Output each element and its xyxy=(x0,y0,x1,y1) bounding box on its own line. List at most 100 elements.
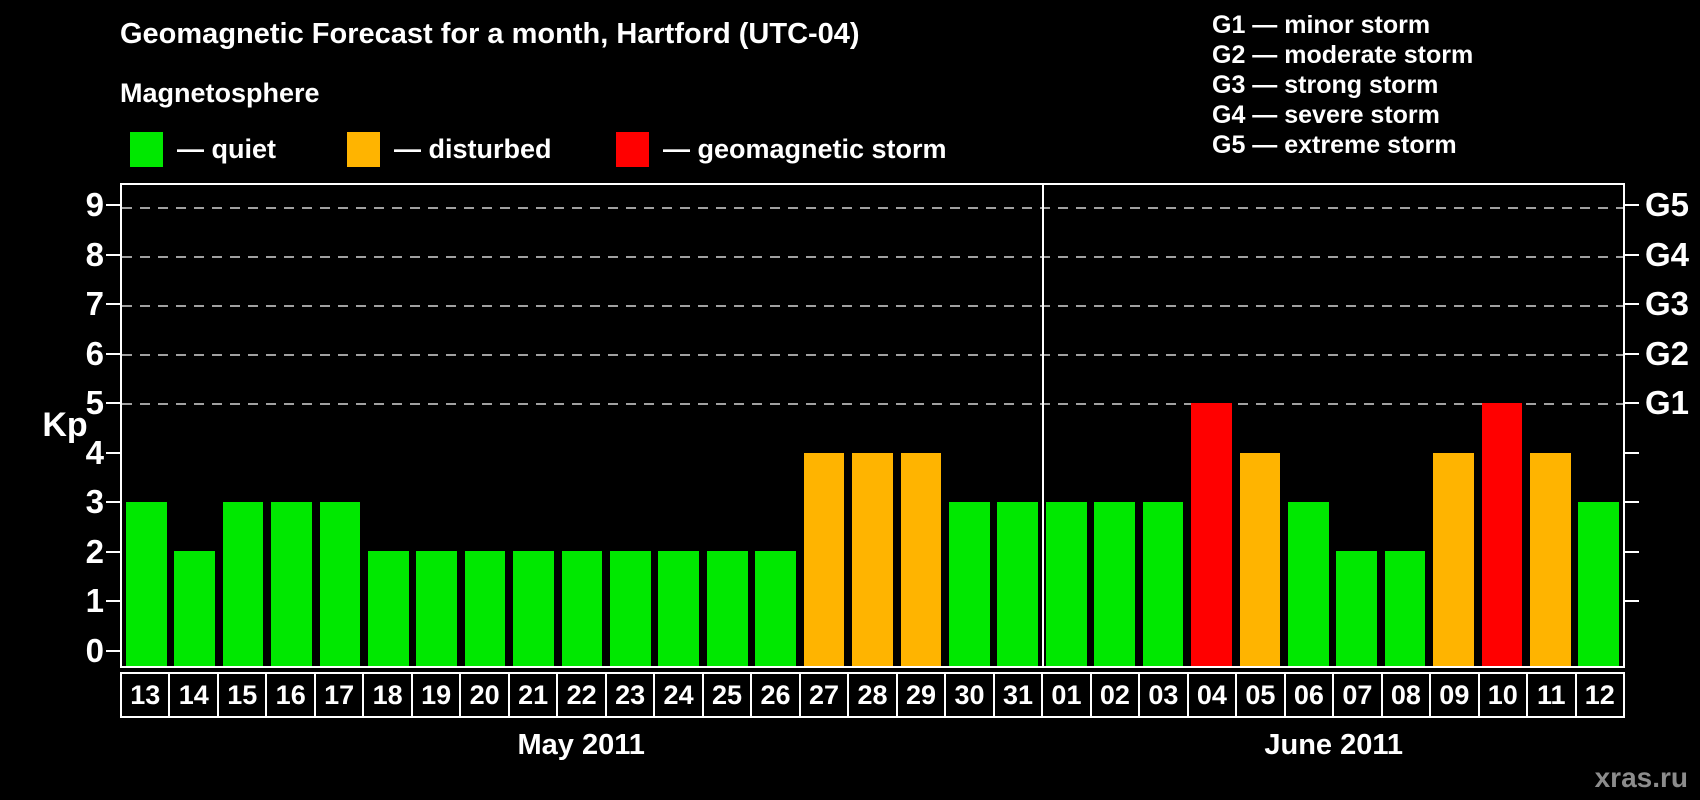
day-label-05: 05 xyxy=(1235,672,1286,718)
day-label-28: 28 xyxy=(847,672,898,718)
bar-day-19 xyxy=(416,550,458,666)
y-axis-tick-6 xyxy=(106,352,120,355)
y-axis-tick-2 xyxy=(106,550,120,553)
day-axis-row: 13 14 15 16 17 18 19 20 21 22 23 24 25 26 27 28 29 30 31 01… xyxy=(120,672,1626,718)
plot-area xyxy=(120,183,1625,668)
y-axis-label-7: 7 xyxy=(85,285,104,323)
day-label-15: 15 xyxy=(216,672,268,718)
bar-day-21 xyxy=(513,550,554,666)
g-axis-tick-6 xyxy=(1625,352,1639,355)
day-label-29: 29 xyxy=(895,672,947,718)
bar-day-07 xyxy=(1336,550,1378,666)
bar-day-20 xyxy=(464,550,506,666)
y-axis-label-1: 1 xyxy=(85,582,104,620)
g-axis-tick-5 xyxy=(1625,402,1639,405)
y-axis-tick-5 xyxy=(106,402,120,405)
day-label-21: 21 xyxy=(507,672,559,718)
y-axis-label-3: 3 xyxy=(85,483,104,521)
g-axis-label-G4: G4 xyxy=(1645,235,1690,273)
disturbed-color-swatch xyxy=(347,131,380,167)
g-axis-tick-4 xyxy=(1625,451,1639,454)
y-axis-label-0: 0 xyxy=(85,631,104,669)
bar-day-18 xyxy=(367,550,409,666)
day-label-13: 13 xyxy=(120,672,171,718)
day-label-08: 08 xyxy=(1380,672,1432,718)
gridline-kp-5 xyxy=(122,403,1623,406)
y-axis-title: Kp xyxy=(42,406,88,444)
day-label-04: 04 xyxy=(1186,672,1238,718)
day-label-16: 16 xyxy=(265,672,316,718)
y-axis-label-5: 5 xyxy=(85,384,104,422)
magnetosphere-label: Magnetosphere xyxy=(120,78,320,108)
legend-item-storm: — geomagnetic storm xyxy=(616,130,947,168)
day-label-22: 22 xyxy=(556,672,607,718)
bar-day-06 xyxy=(1287,501,1329,666)
bar-day-11 xyxy=(1530,452,1571,666)
y-axis-tick-3 xyxy=(106,501,120,504)
y-axis-tick-0 xyxy=(106,649,120,652)
day-label-25: 25 xyxy=(701,672,753,718)
day-label-19: 19 xyxy=(410,672,462,718)
day-label-07: 07 xyxy=(1332,672,1383,718)
g3-legend-line: G3 — strong storm xyxy=(1212,71,1439,99)
bar-day-15 xyxy=(222,501,264,666)
day-label-24: 24 xyxy=(653,672,704,718)
day-label-10: 10 xyxy=(1477,672,1529,718)
chart-title: Geomagnetic Forecast for a month, Hartfo… xyxy=(120,18,860,50)
bar-day-25 xyxy=(706,550,748,666)
y-axis-tick-1 xyxy=(106,600,120,603)
bar-day-05 xyxy=(1239,452,1281,666)
bar-day-08 xyxy=(1384,550,1426,666)
bar-day-29 xyxy=(900,452,942,666)
bar-day-16 xyxy=(271,501,312,666)
bar-day-13 xyxy=(125,501,167,666)
legend-item-quiet: — quiet xyxy=(130,130,276,168)
bar-day-04 xyxy=(1191,403,1232,666)
bar-day-28 xyxy=(852,452,893,666)
g-scale-legend: G1 — minor storm G2 — moderate storm G3 … xyxy=(1212,10,1473,160)
day-label-02: 02 xyxy=(1089,672,1141,718)
y-axis-label-8: 8 xyxy=(85,235,104,273)
bar-day-03 xyxy=(1142,501,1184,666)
y-axis-label-9: 9 xyxy=(85,186,104,224)
y-axis-tick-4 xyxy=(106,451,120,454)
month-label-june-2011: June 2011 xyxy=(1264,729,1404,761)
day-label-23: 23 xyxy=(604,672,656,718)
day-label-20: 20 xyxy=(459,672,510,718)
y-axis-tick-8 xyxy=(106,253,120,256)
g-axis-tick-7 xyxy=(1625,303,1639,306)
bar-day-27 xyxy=(803,452,845,666)
bar-day-01 xyxy=(1045,501,1087,666)
day-label-06: 06 xyxy=(1283,672,1335,718)
y-axis-label-2: 2 xyxy=(85,532,104,570)
bar-day-10 xyxy=(1481,403,1523,666)
day-label-18: 18 xyxy=(362,672,413,718)
day-label-26: 26 xyxy=(750,672,801,718)
day-label-31: 31 xyxy=(992,672,1044,718)
legend-label-storm: — geomagnetic storm xyxy=(663,133,947,164)
g-axis-label-G3: G3 xyxy=(1645,285,1690,323)
storm-color-swatch xyxy=(616,131,649,167)
gridline-kp-7 xyxy=(122,305,1623,308)
month-label-may-2011: May 2011 xyxy=(517,729,645,761)
bar-day-24 xyxy=(658,550,700,666)
day-label-27: 27 xyxy=(798,672,850,718)
g-axis-tick-2 xyxy=(1625,550,1639,553)
bar-day-23 xyxy=(610,550,651,666)
watermark: xras.ru xyxy=(1594,762,1688,793)
g-axis-tick-1 xyxy=(1625,600,1639,603)
g1-legend-line: G1 — minor storm xyxy=(1212,11,1431,39)
day-label-12: 12 xyxy=(1574,672,1626,718)
bar-day-22 xyxy=(561,550,603,666)
y-axis-tick-7 xyxy=(106,303,120,306)
g-axis-label-G5: G5 xyxy=(1645,186,1690,224)
g-axis-label-G1: G1 xyxy=(1645,384,1690,422)
y-axis-tick-9 xyxy=(106,204,120,207)
legend-label-quiet: — quiet xyxy=(177,133,276,164)
bar-day-26 xyxy=(755,550,796,666)
month-separator-line xyxy=(1041,185,1044,666)
bar-day-12 xyxy=(1578,501,1620,666)
y-axis-label-4: 4 xyxy=(85,433,104,471)
day-label-09: 09 xyxy=(1429,672,1480,718)
